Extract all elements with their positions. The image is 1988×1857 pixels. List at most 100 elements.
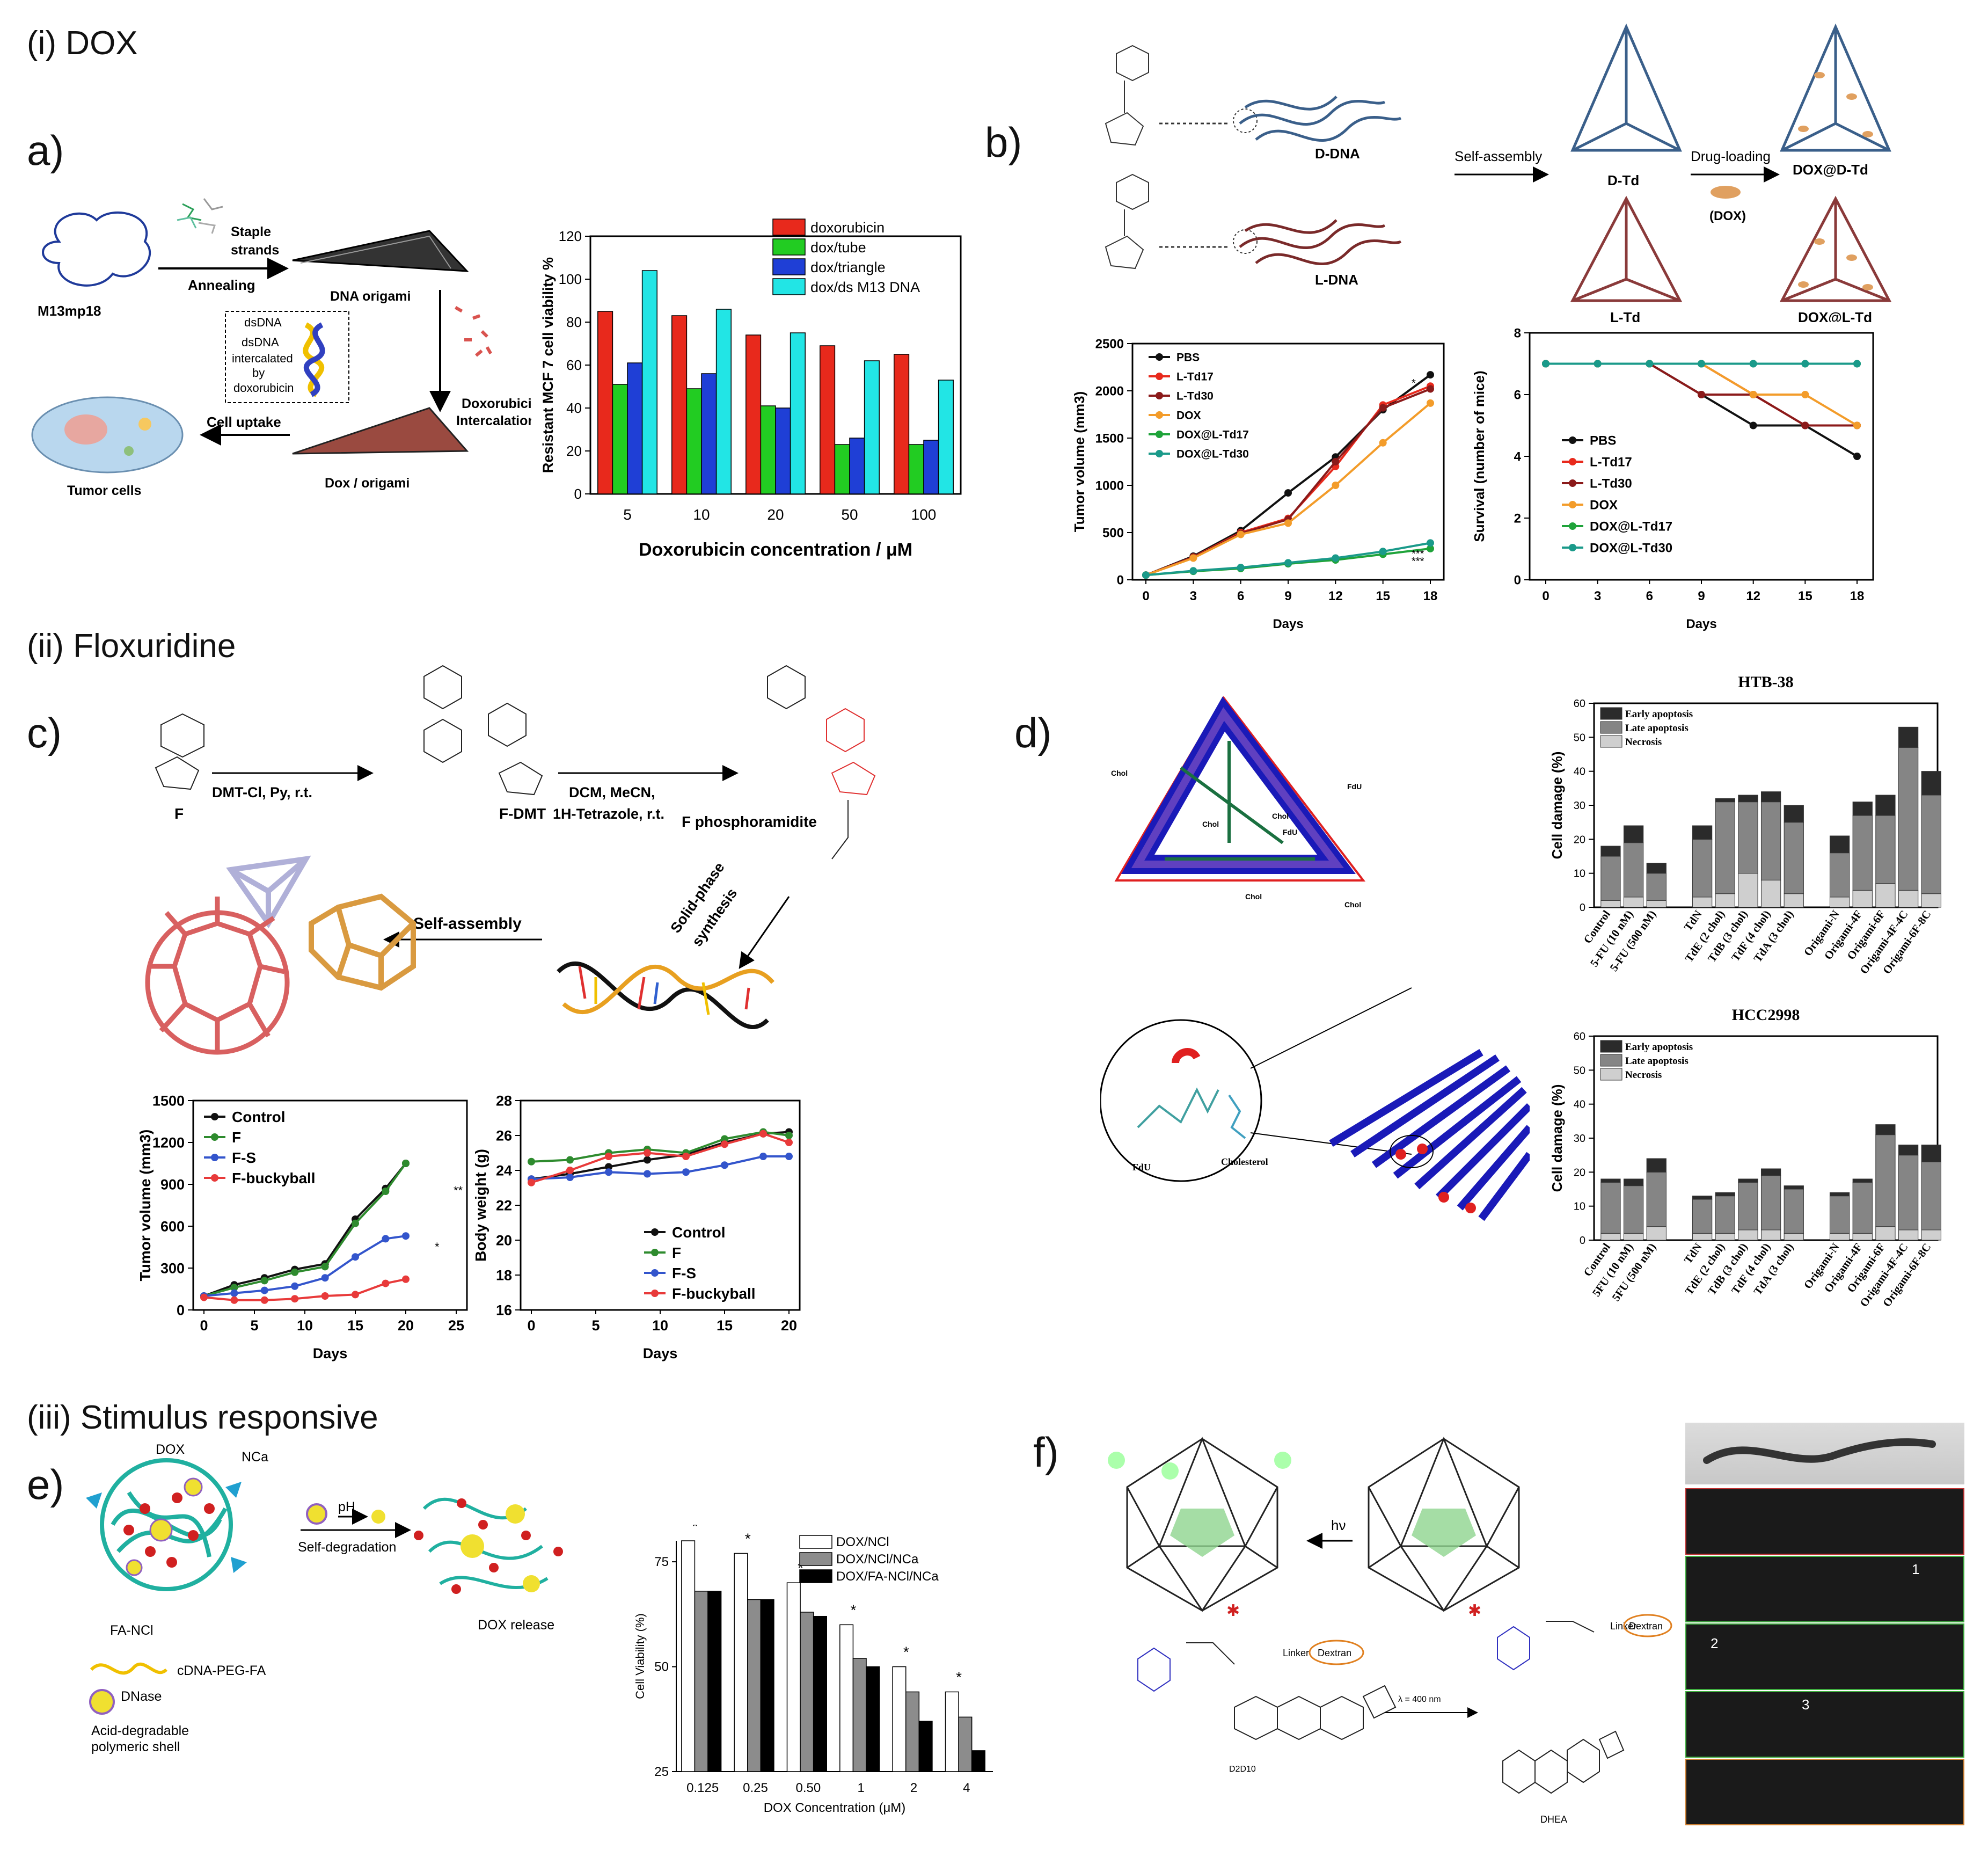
bar-doxorubicin: [894, 354, 910, 494]
nca-label: NCa: [242, 1450, 268, 1465]
panel-label-a: a): [27, 127, 64, 174]
y-tick-label: 4: [1514, 449, 1522, 464]
data-point: [1801, 360, 1809, 368]
dox-d-td-label: DOX@D-Td: [1793, 162, 1868, 178]
data-point: [1853, 453, 1861, 460]
d-dna-label: D-DNA: [1315, 145, 1360, 162]
legend-marker: [211, 1113, 218, 1120]
x-tick-label: 5: [591, 1317, 600, 1334]
m13-label: M13mp18: [38, 303, 101, 319]
significance-mark: *: [851, 1601, 857, 1618]
stacked-bar-late-apoptosis: [1875, 815, 1896, 884]
dhea-structure: [1502, 1730, 1625, 1794]
dox-origami-label: Dox / origami: [325, 476, 410, 491]
x-axis-label: DOX Concentration (μM): [764, 1801, 906, 1815]
stacked-bar-necrosis: [1646, 900, 1667, 908]
bar-DOX-NCl: [734, 1553, 748, 1772]
legend-label: Late apoptosis: [1625, 1055, 1689, 1067]
data-point: [291, 1295, 299, 1303]
dox-d-td-tetrahedron: [1780, 23, 1891, 152]
y-tick-label: 25: [654, 1765, 669, 1779]
x-tick-label: 3: [1190, 589, 1197, 603]
legend-marker: [651, 1249, 659, 1256]
bar-DOX-NCl-NCa: [852, 1658, 867, 1772]
y-tick-label: 22: [496, 1197, 512, 1213]
fdu-zoom-label: FdU: [1132, 1162, 1151, 1173]
stacked-bar-necrosis: [1760, 1229, 1781, 1241]
dox-loading-label: (DOX): [1709, 209, 1746, 223]
chol-label-3: Chol: [1272, 812, 1289, 820]
x-tick-label: 0: [1142, 589, 1149, 603]
data-point: [1542, 360, 1550, 368]
worm-frame-3: 2: [1685, 1623, 1964, 1690]
data-point: [1332, 554, 1340, 562]
legend-marker: [651, 1290, 659, 1297]
bar-DOX-FA-NCl-NCa: [971, 1750, 986, 1772]
x-tick-label: 100: [911, 506, 937, 523]
data-point: [1749, 421, 1757, 429]
bar-DOX-NCl-NCa: [747, 1599, 762, 1772]
stacked-bar-necrosis: [1738, 1229, 1758, 1241]
y-tick-label: 20: [566, 443, 582, 459]
y-tick-label: 300: [160, 1260, 185, 1276]
stacked-bar-necrosis: [1692, 1233, 1713, 1241]
x-tick-label: 0.25: [743, 1781, 768, 1795]
panel-label-b: b): [985, 119, 1022, 166]
x-tick-label: 6: [1237, 589, 1244, 603]
legend-label: Necrosis: [1625, 737, 1662, 748]
chart-e-cell-viability: 25 50 75 Cell Viability (%) DOX Concentratio…: [633, 1525, 993, 1815]
y-tick-label: 1200: [152, 1134, 185, 1150]
x-tick-label: 12: [1328, 589, 1343, 603]
arrow-3-label: 3: [1802, 1696, 1810, 1713]
triangle-origami-icon: [1114, 696, 1366, 882]
data-point: [528, 1157, 535, 1166]
stacked-bar-necrosis: [1715, 893, 1735, 908]
self-assembly-c-label: Self-assembly: [413, 915, 522, 933]
stacked-bar-early-apoptosis: [1646, 863, 1667, 874]
series-line-F-S: [203, 1235, 406, 1297]
legend-marker: [211, 1133, 218, 1141]
x-tick-label: 15: [717, 1317, 733, 1334]
legend-label: Early apoptosis: [1625, 709, 1693, 720]
worm-microscopy-panel: 1 2 3: [1685, 1423, 1964, 1831]
stacked-bar-necrosis: [1784, 1233, 1804, 1241]
data-point: [1332, 482, 1340, 489]
legend-swatch: [1600, 1068, 1622, 1081]
data-point: [721, 1135, 728, 1143]
legend-label: F: [232, 1129, 241, 1146]
y-tick-label: 0: [177, 1302, 185, 1318]
bar-DOX-NCl: [839, 1624, 854, 1772]
stacked-bar-late-apoptosis: [1623, 842, 1644, 898]
dox-e-label: DOX: [156, 1444, 185, 1457]
staple-label-2: strands: [231, 243, 279, 258]
stacked-bar-early-apoptosis: [1784, 1185, 1804, 1190]
stacked-bar-early-apoptosis: [1715, 798, 1735, 803]
y-tick-label: 100: [559, 271, 582, 287]
stacked-bar-necrosis: [1852, 890, 1873, 908]
arrow-1-label: 1: [1912, 1561, 1920, 1577]
y-axis-label: Survival (number of mice): [1471, 370, 1487, 542]
stacked-bar-necrosis: [1623, 1233, 1644, 1241]
dox-intercalation-2: Intercalation: [456, 413, 531, 428]
data-point: [1379, 439, 1387, 447]
section-heading-floxuridine: (ii) Floxuridine: [27, 628, 236, 665]
x-axis-label: Days: [1273, 617, 1303, 631]
dox-l-td-tetrahedron: [1779, 195, 1892, 302]
y-axis-label: Body weight (g): [472, 1149, 489, 1262]
y-tick-label: 50: [1574, 1065, 1585, 1076]
x-tick-label: 3: [1594, 589, 1601, 603]
series-line-F-buckyball: [531, 1132, 790, 1184]
y-tick-label: 20: [1574, 834, 1585, 846]
f-phosphoramidite-label: F phosphoramidite: [682, 813, 817, 830]
stacked-bar-early-apoptosis: [1600, 846, 1621, 857]
stacked-bar-late-apoptosis: [1623, 1185, 1644, 1234]
x-axis-label: Days: [1686, 617, 1716, 631]
data-point: [1427, 385, 1434, 393]
legend-marker: [211, 1154, 218, 1161]
dnase-label: DNase: [121, 1689, 162, 1704]
legend-marker: [1156, 353, 1163, 361]
y-axis-label: Tumor volume (mm3): [1071, 391, 1087, 532]
data-point: [402, 1160, 410, 1167]
cholesterol-label: Cholesterol: [1221, 1156, 1268, 1167]
data-point: [785, 1139, 793, 1146]
